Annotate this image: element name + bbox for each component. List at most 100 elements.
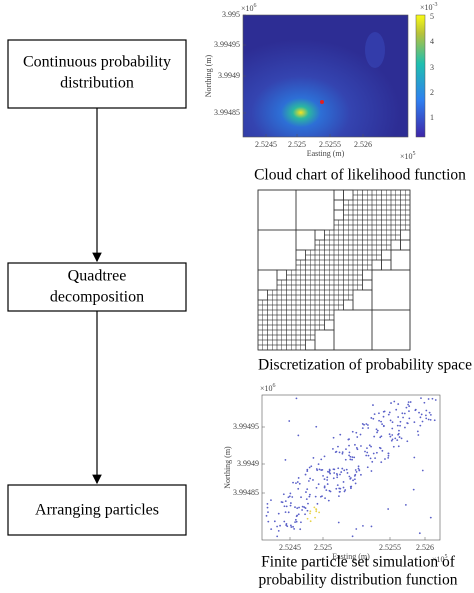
particle — [360, 445, 362, 447]
y-tick-label: 3.99495 — [233, 422, 259, 431]
particle — [388, 411, 391, 414]
axis-multiplier: ×106 — [241, 3, 257, 12]
particle — [420, 397, 422, 400]
particle — [413, 421, 416, 424]
particle — [315, 425, 318, 428]
particle — [312, 457, 315, 459]
particle — [371, 460, 374, 463]
particle — [308, 495, 311, 498]
particle — [414, 409, 417, 412]
particle — [327, 499, 330, 502]
particle — [305, 498, 308, 501]
particle — [408, 417, 411, 420]
particle — [265, 514, 268, 517]
particle — [354, 443, 356, 446]
particle — [337, 467, 340, 470]
particle — [374, 457, 377, 460]
particle — [279, 524, 281, 527]
particle — [383, 410, 386, 413]
multiplier-exp: 6 — [254, 3, 257, 9]
particle — [304, 473, 307, 476]
particle — [300, 521, 302, 524]
particle — [391, 427, 394, 430]
particle — [316, 502, 319, 505]
particle — [315, 468, 318, 470]
particle — [399, 420, 402, 423]
particle — [395, 408, 398, 411]
particle — [306, 468, 309, 471]
particle — [288, 420, 291, 422]
particle — [390, 402, 392, 404]
particle — [294, 506, 296, 509]
particle — [353, 456, 356, 459]
particle — [327, 470, 329, 473]
particle — [304, 507, 307, 509]
particle — [380, 435, 383, 438]
particle — [338, 451, 341, 454]
particle — [329, 490, 332, 493]
particle — [267, 520, 270, 523]
particle — [315, 486, 318, 489]
x-tick-label: 2.526 — [416, 543, 434, 552]
y-tick-label: 3.9949 — [218, 71, 240, 80]
particle — [292, 525, 294, 528]
particle — [372, 404, 374, 406]
particle — [345, 448, 347, 451]
x-tick-label: 2.5245 — [255, 140, 277, 149]
particle — [354, 469, 357, 471]
caption: Discretization of probability space — [258, 357, 472, 374]
particle — [320, 458, 323, 461]
particle — [394, 437, 397, 440]
x-tick-label: 2.5255 — [379, 543, 401, 552]
particle — [306, 488, 309, 491]
particle — [306, 517, 309, 520]
y-tick-label: 3.9949 — [237, 459, 259, 468]
particle — [283, 520, 286, 523]
particle — [429, 414, 432, 416]
x-tick-label: 2.525 — [288, 140, 306, 149]
particle — [270, 499, 272, 502]
particle — [300, 496, 302, 499]
particle — [317, 463, 320, 466]
step-box — [7, 484, 187, 536]
particle — [416, 430, 419, 433]
colorbar-tick-label: 4 — [430, 37, 434, 46]
particle — [348, 454, 350, 457]
marker — [320, 100, 324, 104]
particle — [418, 532, 421, 535]
particle — [312, 479, 314, 481]
particle — [266, 502, 269, 505]
particle — [393, 400, 396, 403]
particle — [431, 397, 434, 400]
particle — [405, 406, 408, 409]
particle — [434, 399, 437, 401]
particle — [293, 528, 296, 530]
particle — [306, 470, 309, 472]
particle — [285, 524, 288, 526]
particle — [369, 457, 372, 460]
particle — [323, 478, 326, 481]
particle — [421, 420, 424, 423]
particle — [358, 469, 361, 471]
particle — [266, 506, 269, 509]
particle — [417, 434, 420, 436]
step-box — [7, 39, 187, 109]
particle — [420, 413, 423, 416]
particle — [295, 397, 298, 400]
step-box — [7, 262, 187, 312]
axis-multiplier: ×105 — [432, 554, 448, 563]
particle — [323, 455, 326, 458]
particle — [322, 475, 324, 477]
particle — [397, 416, 400, 418]
particle — [355, 431, 358, 434]
particle — [288, 495, 291, 498]
particle — [314, 495, 317, 498]
particle — [387, 454, 390, 457]
particle — [367, 454, 370, 457]
particle — [368, 444, 371, 447]
particle — [391, 434, 394, 436]
x-axis-label: Easting (m) — [307, 149, 345, 158]
particle — [406, 440, 409, 443]
particle — [281, 501, 284, 504]
